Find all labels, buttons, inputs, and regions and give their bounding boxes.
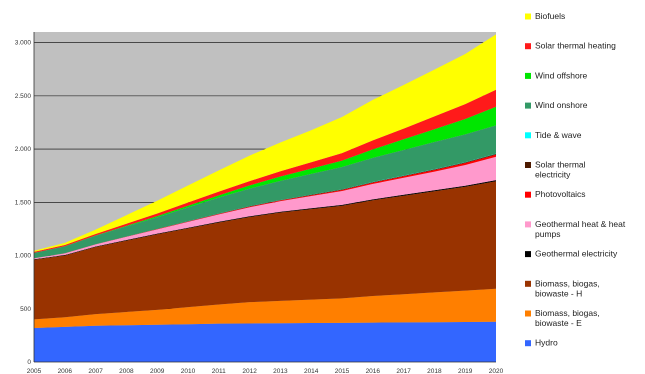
axes: 0 500 1.000 1.500 2.000 2.500 3.000 2005 2006 200… — [15, 32, 504, 374]
area-hydro — [34, 321, 496, 362]
legend-swatch-solar-thermal-heating — [525, 43, 531, 50]
legend-swatch-biomass-biogas-biowaste-h — [525, 280, 531, 287]
x-tick-label: 2005 — [27, 368, 42, 374]
area-geothermal-electricity — [34, 180, 496, 260]
legend-swatch-geothermal-electricity — [525, 251, 531, 258]
legend-swatch-tide-wave — [525, 132, 531, 139]
legend-label-wind-onshore: Wind onshore — [535, 100, 588, 110]
legend-swatch-biomass-biogas-biowaste-e — [525, 310, 531, 317]
legend-label-solar-thermal-electricity: Solar thermal electricity — [535, 160, 586, 180]
x-tick-label: 2012 — [242, 368, 257, 374]
legend-label-hydro: Hydro — [535, 338, 558, 348]
x-tick-label: 2013 — [273, 368, 288, 374]
x-tick-label: 2010 — [181, 368, 196, 374]
legend: Biofuels Solar thermal heating Wind offsho… — [525, 11, 626, 348]
legend-label-biomass-biogas-biowaste-e: Biomass, biogas, biowaste - E — [535, 308, 600, 328]
area-biomass-biogas-biowaste-e — [34, 288, 496, 328]
y-tick-label: 2.500 — [15, 93, 32, 100]
legend-label-geothermal-heat-heat-pumps: Geothermal heat & heat pumps — [535, 219, 626, 239]
legend-swatch-photovoltaics — [525, 191, 531, 198]
y-tick-label: 1.500 — [15, 199, 32, 206]
legend-swatch-hydro — [525, 340, 531, 347]
x-tick-label: 2017 — [396, 368, 411, 374]
legend-label-biomass-biogas-biowaste-h: Biomass, biogas, biowaste - H — [535, 278, 600, 298]
y-tick-label: 1.000 — [15, 253, 32, 260]
legend-swatch-geothermal-heat-heat-pumps — [525, 221, 531, 228]
legend-label-wind-offshore: Wind offshore — [535, 70, 588, 80]
area-biomass-biogas-biowaste-h — [34, 181, 496, 320]
x-tick-label: 2008 — [119, 368, 134, 374]
legend-swatch-solar-thermal-electricity — [525, 162, 531, 168]
y-tick-label: 2.000 — [15, 146, 32, 153]
y-tick-label: 3.000 — [15, 40, 32, 47]
legend-label-solar-thermal-heating: Solar thermal heating — [535, 41, 616, 51]
legend-label-geothermal-electricity: Geothermal electricity — [535, 249, 618, 259]
x-tick-label: 2019 — [458, 368, 473, 374]
legend-label-photovoltaics: Photovoltaics — [535, 189, 586, 199]
x-tick-label: 2016 — [366, 368, 381, 374]
legend-swatch-wind-onshore — [525, 102, 531, 109]
x-tick-label: 2020 — [489, 368, 504, 374]
y-tick-label: 0 — [27, 359, 31, 366]
legend-label-tide-wave: Tide & wave — [535, 130, 582, 140]
y-tick-label: 500 — [20, 306, 31, 313]
x-tick-label: 2015 — [335, 368, 350, 374]
x-tick-label: 2011 — [212, 368, 226, 374]
x-tick-label: 2007 — [88, 368, 103, 374]
area-series — [34, 34, 496, 362]
legend-label-biofuels: Biofuels — [535, 11, 565, 21]
area-geothermal-heat-heat-pumps — [34, 156, 496, 260]
x-tick-label: 2009 — [150, 368, 165, 374]
legend-swatch-wind-offshore — [525, 72, 531, 79]
x-tick-label: 2014 — [304, 368, 319, 374]
x-tick-label: 2006 — [58, 368, 73, 374]
area-wind-onshore — [34, 125, 496, 259]
x-tick-label: 2018 — [427, 368, 442, 374]
legend-swatch-biofuels — [525, 13, 531, 20]
